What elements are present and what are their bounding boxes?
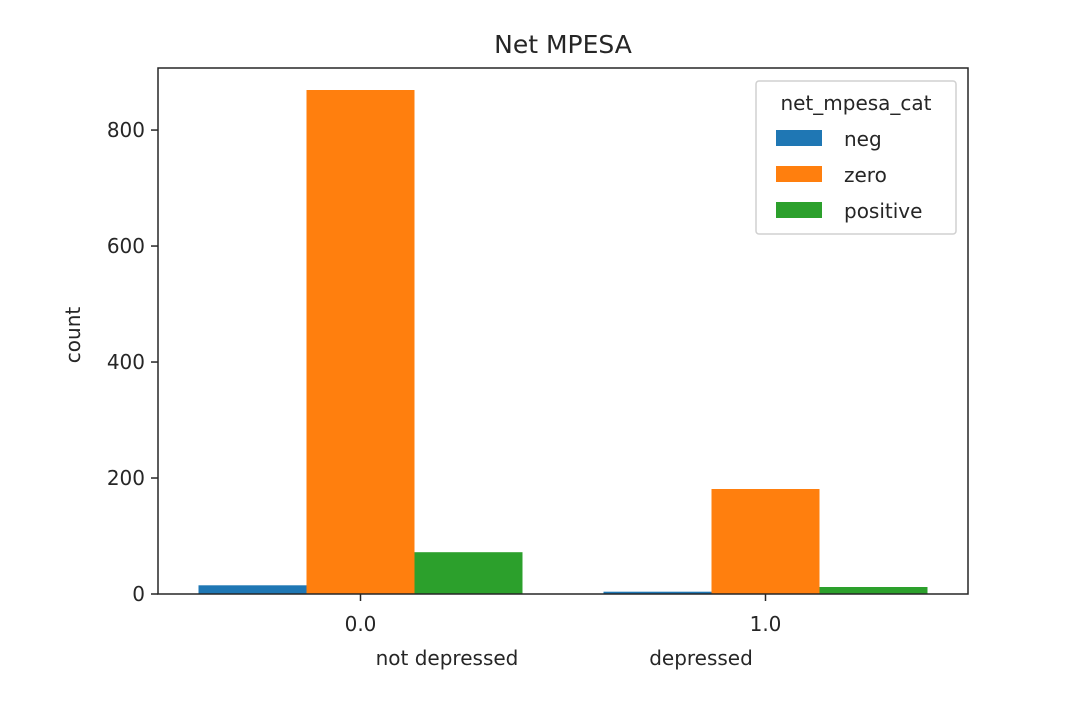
legend-frame xyxy=(755,80,957,235)
legend-swatch-zero xyxy=(776,166,822,182)
legend-label-positive: positive xyxy=(844,199,922,223)
legend-swatch-positive xyxy=(776,202,822,218)
x-tick-label: 1.0 xyxy=(750,612,782,636)
category-annotations: not depressed depressed xyxy=(376,646,753,670)
legend-label-zero: zero xyxy=(844,163,887,187)
bars-layer xyxy=(198,90,928,594)
y-tick-label: 0 xyxy=(132,582,145,606)
bar-positive-0 xyxy=(414,552,523,594)
y-tick-label: 400 xyxy=(107,350,145,374)
plot-area-frame xyxy=(157,67,969,595)
y-tick-label: 600 xyxy=(107,234,145,258)
x-axis: 0.0 1.0 xyxy=(345,594,782,636)
bar-neg-1 xyxy=(603,591,712,594)
y-axis-label: count xyxy=(61,307,85,364)
y-axis: 0 200 400 600 800 xyxy=(107,118,158,606)
y-tick-label: 200 xyxy=(107,466,145,490)
legend-swatch-neg xyxy=(776,130,822,146)
category-annotation: depressed xyxy=(649,646,753,670)
category-annotation: not depressed xyxy=(376,646,519,670)
legend-label-neg: neg xyxy=(844,127,882,151)
bar-zero-0 xyxy=(306,90,415,594)
x-tick-label: 0.0 xyxy=(345,612,377,636)
bar-zero-1 xyxy=(711,489,820,594)
bar-neg-0 xyxy=(198,585,307,594)
y-tick-label: 800 xyxy=(107,118,145,142)
bar-positive-1 xyxy=(819,587,928,594)
legend-title: net_mpesa_cat xyxy=(780,91,931,115)
legend: net_mpesa_cat neg zero positive xyxy=(755,80,957,235)
chart-title: Net MPESA xyxy=(494,30,632,59)
